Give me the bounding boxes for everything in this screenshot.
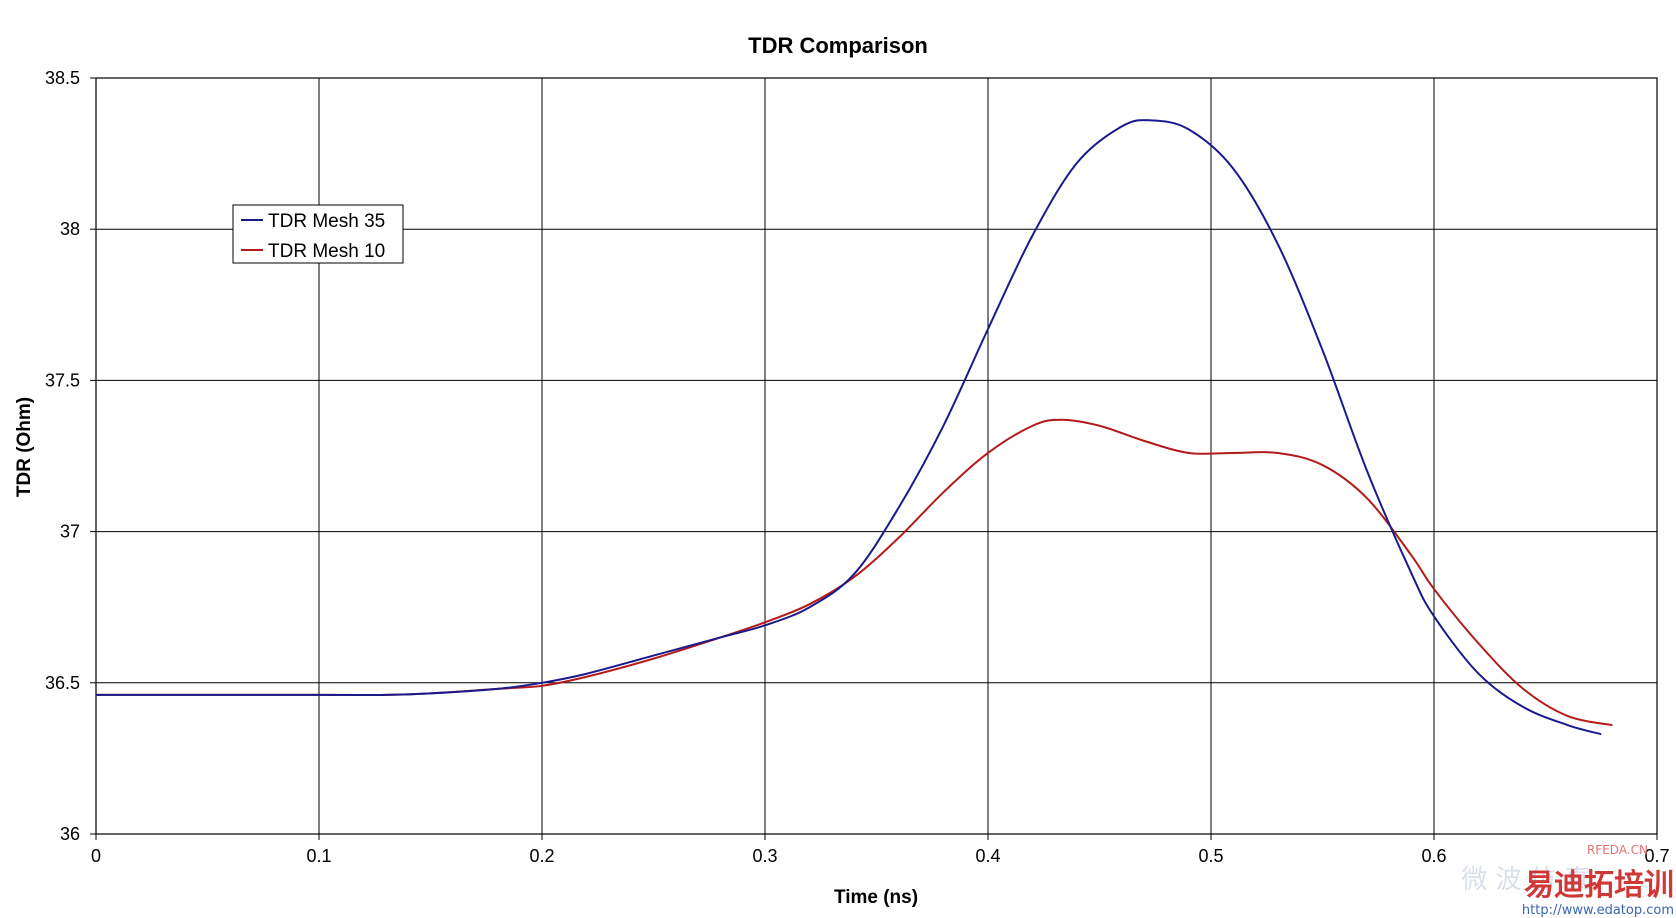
chart-title: TDR Comparison: [748, 33, 928, 58]
watermark-chinese-text: 易迪拓培训: [1524, 868, 1674, 903]
y-tick-label: 37.5: [45, 370, 80, 390]
legend: TDR Mesh 35 TDR Mesh 10: [232, 204, 404, 264]
y-tick-label: 38.5: [45, 68, 80, 88]
legend-label-mesh-35: TDR Mesh 35: [268, 211, 385, 232]
watermark: RFEDA.CN 微 波 仿 真 易迪拓培训 http://www.edatop…: [1461, 843, 1674, 918]
watermark-url: http://www.edatop.com: [1522, 903, 1674, 918]
y-axis-ticks: 36 36.5 37 37.5 38 38.5: [45, 68, 96, 844]
x-tick-label: 0.1: [306, 846, 331, 866]
legend-box: [232, 204, 404, 264]
y-tick-label: 36: [60, 824, 80, 844]
x-axis-label: Time (ns): [834, 887, 918, 908]
y-tick-label: 37: [60, 522, 80, 542]
legend-label-mesh-10: TDR Mesh 10: [268, 241, 385, 262]
plot-area-frame: [95, 77, 1658, 835]
series-lines: [95, 119, 1613, 736]
watermark-site-label: RFEDA.CN: [1587, 843, 1648, 857]
series-line-mesh-35: [95, 119, 1602, 736]
y-tick-label: 36.5: [45, 673, 80, 693]
x-tick-label: 0.3: [752, 846, 777, 866]
x-axis-ticks: 0 0.1 0.2 0.3 0.4 0.5 0.6 0.7: [91, 834, 1670, 866]
x-tick-label: 0: [91, 846, 101, 866]
x-tick-label: 0.4: [975, 846, 1000, 866]
y-tick-label: 38: [60, 219, 80, 239]
y-axis-label: TDR (Ohm): [14, 397, 35, 497]
x-tick-label: 0.5: [1198, 846, 1223, 866]
x-tick-label: 0.6: [1421, 846, 1446, 866]
x-tick-label: 0.2: [529, 846, 554, 866]
x-tick-label: 0.7: [1644, 846, 1669, 866]
watermark-faint-text: 微 波 仿 真: [1461, 865, 1590, 895]
